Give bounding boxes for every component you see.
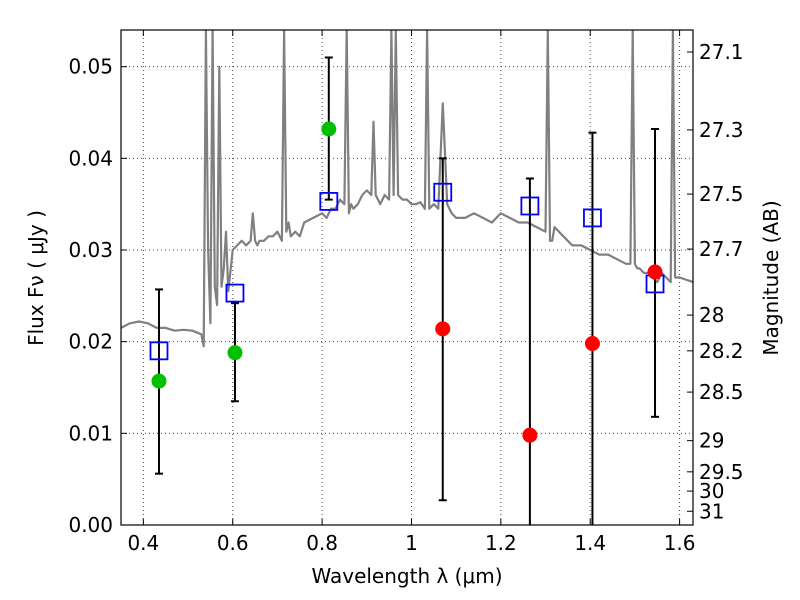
- x-tick-label: 0.4: [127, 531, 159, 555]
- right-tick-label: 27.3: [699, 118, 744, 142]
- upper-limit-point: [435, 321, 451, 337]
- detection-point: [151, 373, 167, 389]
- y-tick-label: 0.00: [68, 513, 113, 537]
- model-photometry-square: [319, 192, 339, 211]
- right-tick-label: 29: [699, 429, 724, 453]
- x-tick-label: 1: [405, 531, 418, 555]
- model-photometry-square: [583, 208, 602, 228]
- x-tick-label: 1.2: [485, 531, 517, 555]
- right-tick-label: 27.7: [699, 237, 744, 261]
- right-tick-label: 27.5: [699, 182, 744, 206]
- plot-frame: [120, 29, 694, 526]
- right-tick-label: 28.5: [699, 380, 744, 404]
- model-photometry-square: [149, 341, 169, 361]
- model-photometry-square: [225, 283, 245, 303]
- upper-limit-point: [647, 264, 663, 280]
- y-right-axis-label: Magnitude (AB): [759, 200, 783, 355]
- right-tick-label: 27.1: [699, 40, 744, 64]
- y-tick-label: 0.05: [68, 55, 113, 79]
- x-tick-label: 1.6: [664, 531, 696, 555]
- model-photometry-square: [520, 196, 540, 216]
- right-tick-label: 28: [699, 303, 724, 327]
- detection-point: [227, 345, 243, 361]
- marker-layer: [149, 121, 665, 443]
- upper-limit-point: [522, 427, 538, 443]
- right-tick-label: 30: [699, 479, 724, 503]
- upper-limit-point: [584, 336, 600, 351]
- y-tick-label: 0.02: [68, 330, 113, 354]
- right-tick-label: 31: [699, 499, 724, 523]
- model-photometry-square: [433, 182, 453, 202]
- right-tick-label: 28.2: [699, 339, 744, 363]
- x-tick-label: 0.8: [306, 531, 338, 555]
- x-axis-label: Wavelength λ (μm): [311, 564, 502, 588]
- y-tick-label: 0.03: [68, 238, 113, 262]
- y-axis-label: Flux Fν ( μJy ): [24, 210, 48, 346]
- x-tick-label: 0.6: [217, 531, 249, 555]
- detection-point: [321, 121, 337, 137]
- right-tick-label: 29.5: [699, 460, 744, 484]
- y-tick-label: 0.01: [68, 421, 113, 445]
- y-tick-label: 0.04: [68, 146, 113, 170]
- ticks: 0.4 0.6 0.8 1 1.2 1.4 1.6 0.00 0.01 0.02 0.03 0.04 0…: [68, 30, 744, 555]
- x-tick-label: 1.4: [574, 531, 606, 555]
